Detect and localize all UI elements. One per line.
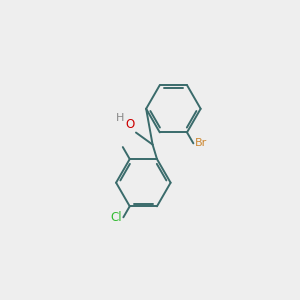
- Text: H: H: [116, 113, 124, 123]
- Text: Br: Br: [194, 138, 207, 148]
- Text: O: O: [126, 118, 135, 131]
- Text: Cl: Cl: [111, 211, 122, 224]
